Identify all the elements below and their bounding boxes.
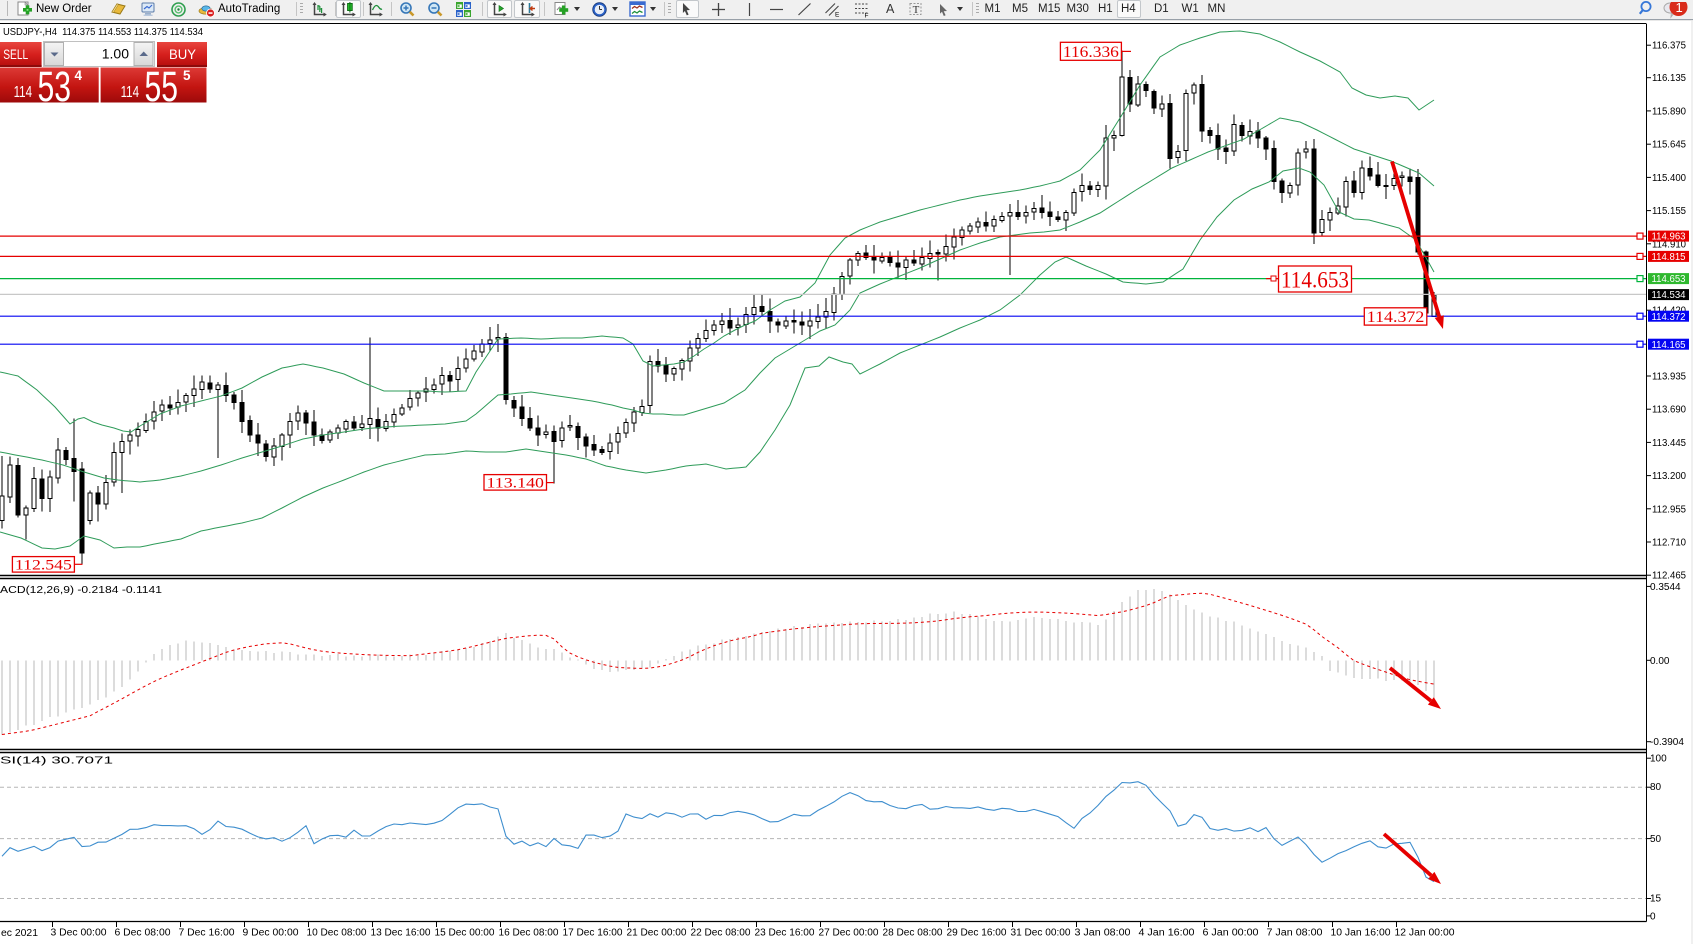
svg-text:13 Dec 16:00: 13 Dec 16:00: [371, 928, 431, 939]
svg-text:115.645: 115.645: [1652, 140, 1686, 151]
svg-text:6 Dec 08:00: 6 Dec 08:00: [115, 928, 171, 939]
svg-text:7 Dec 16:00: 7 Dec 16:00: [179, 928, 235, 939]
svg-text:21 Dec 00:00: 21 Dec 00:00: [627, 928, 687, 939]
svg-text:16 Dec 08:00: 16 Dec 08:00: [499, 928, 559, 939]
svg-text:7 Jan 08:00: 7 Jan 08:00: [1267, 928, 1323, 939]
svg-text:22 Dec 08:00: 22 Dec 08:00: [691, 928, 751, 939]
svg-text:112.465: 112.465: [1652, 571, 1686, 582]
svg-text:ACD(12,26,9) -0.2184 -0.1141: ACD(12,26,9) -0.2184 -0.1141: [0, 584, 162, 596]
svg-text:4: 4: [75, 68, 83, 83]
svg-text:116.135: 116.135: [1652, 73, 1686, 84]
svg-text:1.00: 1.00: [102, 46, 129, 62]
svg-text:5: 5: [183, 68, 191, 83]
svg-text:113.140: 113.140: [487, 476, 545, 492]
svg-text:6 Jan 00:00: 6 Jan 00:00: [1203, 928, 1259, 939]
svg-text:9 Dec 00:00: 9 Dec 00:00: [243, 928, 299, 939]
svg-text:114.372: 114.372: [1652, 312, 1686, 323]
svg-text:10 Jan 16:00: 10 Jan 16:00: [1331, 928, 1391, 939]
svg-text:27 Dec 00:00: 27 Dec 00:00: [819, 928, 879, 939]
svg-text:15 Dec 00:00: 15 Dec 00:00: [435, 928, 495, 939]
svg-text:114.815: 114.815: [1652, 252, 1686, 263]
svg-text:116.375: 116.375: [1652, 41, 1686, 52]
svg-text:50: 50: [1650, 834, 1662, 845]
svg-text:112.955: 112.955: [1652, 504, 1686, 515]
svg-text:55: 55: [145, 63, 179, 111]
svg-text:112.545: 112.545: [15, 558, 72, 574]
svg-text:-0.3904: -0.3904: [1650, 737, 1684, 748]
svg-text:114.653: 114.653: [1281, 267, 1349, 292]
svg-text:115.155: 115.155: [1652, 206, 1686, 217]
svg-text:SI(14) 30.7071: SI(14) 30.7071: [0, 755, 113, 767]
svg-text:23 Dec 16:00: 23 Dec 16:00: [755, 928, 815, 939]
svg-text:31 Dec 00:00: 31 Dec 00:00: [1011, 928, 1071, 939]
svg-text:10 Dec 08:00: 10 Dec 08:00: [307, 928, 367, 939]
svg-text:17 Dec 16:00: 17 Dec 16:00: [563, 928, 623, 939]
svg-text:114.910: 114.910: [1652, 239, 1686, 250]
svg-text:113.200: 113.200: [1652, 471, 1686, 482]
svg-text:ec 2021: ec 2021: [1, 928, 38, 939]
svg-text:0.3544: 0.3544: [1650, 582, 1681, 593]
svg-text:USDJPY-,H4 114.375 114.553 11: USDJPY-,H4 114.375 114.553 114.375 114.5…: [3, 26, 203, 38]
svg-text:BUY: BUY: [169, 46, 197, 62]
svg-text:29 Dec 16:00: 29 Dec 16:00: [947, 928, 1007, 939]
svg-text:113.690: 113.690: [1652, 405, 1686, 416]
svg-text:15: 15: [1650, 894, 1662, 905]
svg-text:114.534: 114.534: [1652, 290, 1686, 301]
svg-text:0.00: 0.00: [1650, 656, 1670, 667]
svg-text:4 Jan 16:00: 4 Jan 16:00: [1139, 928, 1195, 939]
svg-text:SELL: SELL: [3, 46, 28, 62]
svg-text:115.400: 115.400: [1652, 173, 1686, 184]
svg-text:F: F: [865, 13, 869, 19]
svg-text:28 Dec 08:00: 28 Dec 08:00: [883, 928, 943, 939]
svg-text:E: E: [835, 12, 840, 19]
svg-text:114.165: 114.165: [1652, 340, 1686, 351]
svg-text:3 Dec 00:00: 3 Dec 00:00: [51, 928, 107, 939]
svg-text:114.372: 114.372: [1367, 309, 1425, 326]
svg-text:100: 100: [1650, 754, 1667, 765]
svg-text:114.653: 114.653: [1652, 274, 1686, 285]
svg-text:116.336: 116.336: [1063, 44, 1119, 61]
svg-text:12 Jan 00:00: 12 Jan 00:00: [1395, 928, 1455, 939]
svg-text:114: 114: [121, 84, 140, 101]
svg-text:1: 1: [1676, 2, 1683, 15]
svg-text:114.963: 114.963: [1652, 232, 1686, 243]
svg-text:114: 114: [14, 84, 33, 101]
svg-text:115.890: 115.890: [1652, 106, 1686, 117]
svg-text:3 Jan 08:00: 3 Jan 08:00: [1075, 928, 1131, 939]
svg-text:0: 0: [1650, 911, 1656, 922]
svg-text:80: 80: [1650, 782, 1662, 793]
svg-text:113.445: 113.445: [1652, 438, 1686, 449]
svg-text:113.935: 113.935: [1652, 372, 1686, 383]
svg-text:T: T: [913, 4, 920, 16]
svg-text:112.710: 112.710: [1652, 538, 1686, 549]
svg-text:53: 53: [38, 63, 72, 111]
